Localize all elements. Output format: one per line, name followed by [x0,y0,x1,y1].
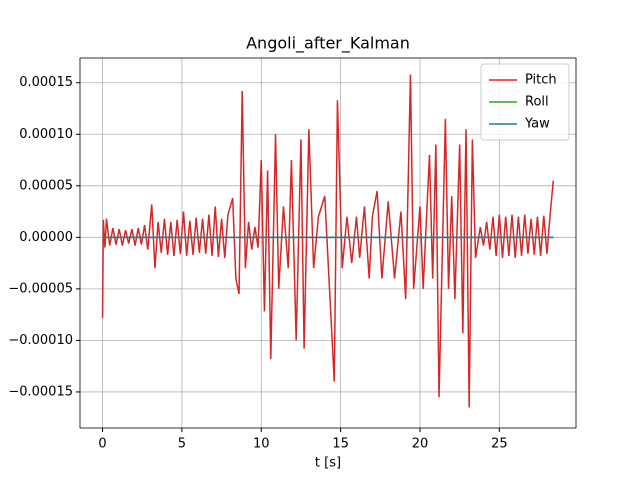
plot-frame [79,57,577,429]
y-tick-label: 0.00005 [19,178,73,193]
x-tick-label: 5 [178,437,186,452]
x-tick-label: 0 [98,437,106,452]
y-tick-label: 0.00010 [19,127,73,142]
x-tick-label: 15 [332,437,349,452]
chart-title: Angoli_after_Kalman [246,34,410,54]
data-line [101,74,555,408]
legend-box [480,63,570,141]
legend-label: Pitch [525,73,557,88]
y-tick-label: −0.00005 [8,281,73,296]
x-axis-label: t [s] [315,456,341,471]
legend-label: Yaw [524,117,550,132]
x-tick-label: 10 [253,437,270,452]
legend-label: Roll [525,95,549,110]
y-tick-label: 0.00000 [19,230,73,245]
y-tick-label: −0.00010 [8,333,73,348]
y-tick-label: −0.00015 [8,384,73,399]
x-tick-label: 20 [412,437,429,452]
x-tick-label: 25 [491,437,508,452]
y-tick-label: 0.00015 [19,75,73,90]
